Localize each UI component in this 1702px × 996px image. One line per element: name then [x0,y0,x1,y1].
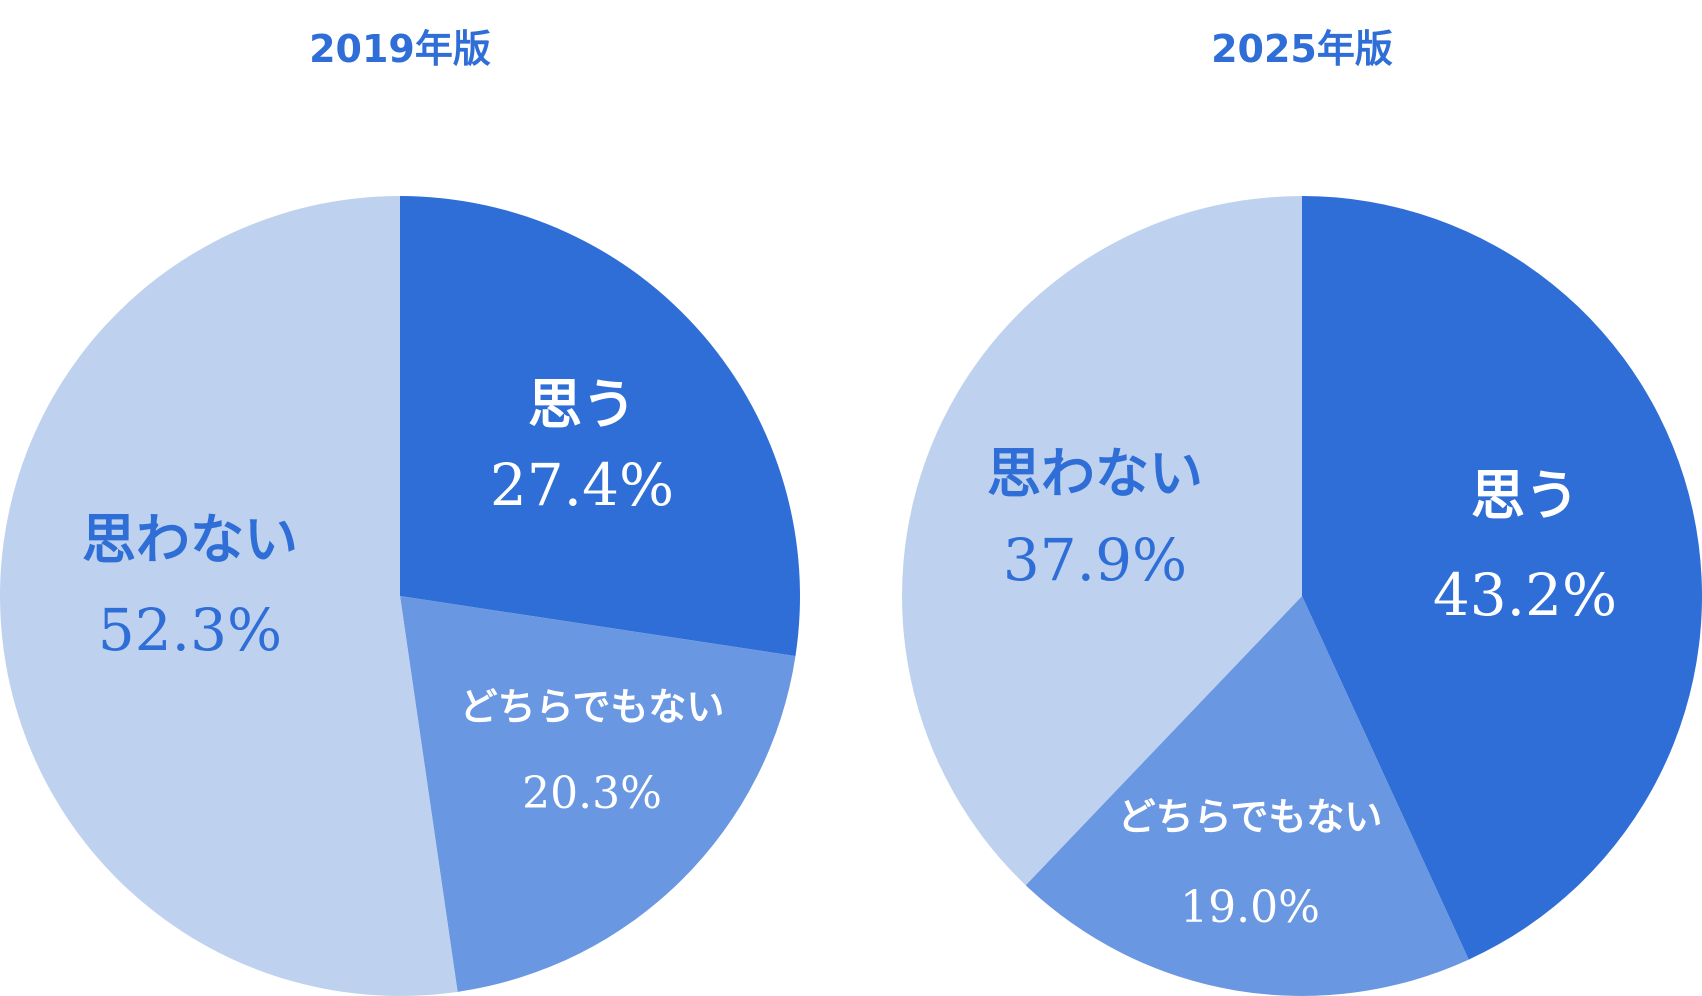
slice-label: 思う [528,373,636,436]
pie-slice [400,596,796,992]
chart-title: 2019年版 [309,27,491,71]
slice-label: 思う [1471,464,1579,527]
pie-slice [902,196,1302,886]
pie-chart-1: 思う 27.4% どちらでもない 20.3% 思わない 52.3% 2019年版 [0,27,800,996]
pie-slice [1302,196,1702,960]
chart-title: 2025年版 [1211,27,1393,71]
slice-value-label: 52.3% [98,596,282,664]
slice-label: どちらでもない [460,685,725,729]
slice-label: 思わない [987,442,1203,505]
slice-label: どちらでもない [1118,795,1383,839]
pie-slice [0,196,458,996]
slice-label: 思わない [82,508,298,571]
pie-chart-2: 思う 43.2% どちらでもない 19.0% 思わない 37.9% 2025年版 [902,27,1702,996]
pie-slice [400,196,800,657]
slice-value-label: 43.2% [1433,561,1617,629]
pie-slice [1025,596,1469,996]
slice-value-label: 19.0% [1180,882,1320,933]
slice-value-label: 20.3% [522,768,662,819]
slice-value-label: 37.9% [1003,526,1187,594]
slice-value-label: 27.4% [490,451,674,519]
